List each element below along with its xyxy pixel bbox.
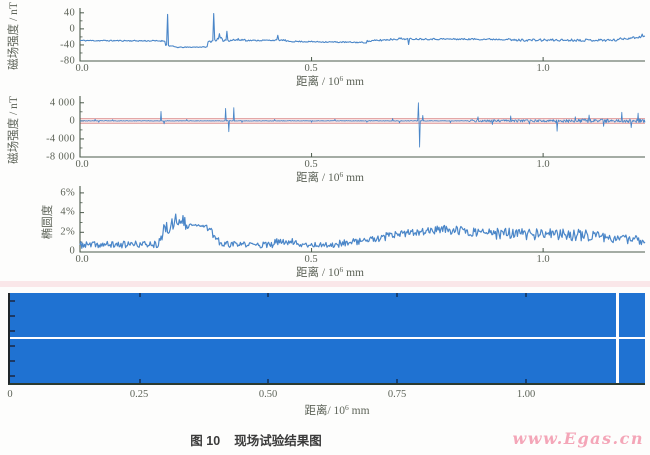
band-horizontal-white-line [10,337,645,339]
waterfall-heatmap-band [8,293,645,385]
band-edge-tick [267,379,269,383]
chart1-ytick-40: 40 [63,7,75,19]
band-edge-tick [525,379,527,383]
chart2-ytick-0: 0 [69,115,75,127]
band-xtick-050: 0.50 [258,389,278,400]
chart1-y-axis-label: 磁场强度 / nT [8,2,20,70]
band-left-tick [10,360,15,362]
chart3-xtick-10: 1.0 [536,254,550,265]
chart1-xlabel-text: 距离 / 10 [296,76,340,88]
scan-artifact-strip [0,281,650,287]
chart2-xlabel-text: 距离 / 10 [296,172,340,184]
chart2-ytick-4000: 4 000 [49,97,75,109]
band-xtick-075: 0.75 [387,389,407,400]
chart3-ytick-2: 2% [60,226,75,238]
chart1-xtick-0: 0.0 [75,63,89,74]
chart3-xlabel-text: 距离 / 10 [296,267,340,279]
chart3-xtick-0: 0.0 [75,254,89,265]
chart3-xtick-05: 0.5 [304,254,318,265]
chart1-ytick-0: 0 [69,23,75,35]
chart3-ytick-6: 6% [60,187,75,199]
band-edge-tick [267,293,269,297]
figure-title: 现场试验结果图 [234,434,322,448]
band-left-tick [10,345,15,347]
chart3-xlabel-exponent: 6 [339,265,344,274]
band-vertical-white-line [616,293,619,383]
band-edge-tick [139,293,141,297]
chart3-xlabel-unit: mm [343,267,364,279]
band-xlabel-unit: mm [348,405,370,417]
band-left-tick [10,375,15,377]
band-xlabel-exponent: 6 [345,403,349,412]
figure-caption: 图 10 现场试验结果图 [190,430,321,449]
watermark-egas: www.Egas.cn [512,429,644,448]
chart2-xtick-10: 1.0 [536,159,550,170]
chart1-ytick-n40: -40 [60,39,75,51]
chart1-ytick-n80: -80 [60,55,75,67]
chart1-xtick-10: 1.0 [536,63,550,74]
chart1-x-axis-label: 距离 / 106 mm [296,73,364,89]
chart2-xlabel-unit: mm [343,172,364,184]
band-left-tick [10,330,15,332]
band-x-axis-label: 距离/ 106 mm [304,402,369,418]
band-xtick-025: 0.25 [129,389,149,400]
chart2-y-axis-label: 磁场强度 / nT [8,96,20,164]
band-edge-tick [525,293,527,297]
chart2-ytick-n4000: -4 000 [46,133,75,145]
band-xlabel-text: 距离/ 10 [304,405,346,417]
chart2-ytick-n8000: -8 000 [46,151,75,163]
chart1-xtick-05: 0.5 [304,63,318,74]
chart3-x-axis-label: 距离 / 106 mm [296,264,364,280]
chart3-ytick-0: 0 [69,245,75,257]
figure-number: 图 10 [190,434,221,448]
chart2-xtick-05: 0.5 [304,159,318,170]
chart1-xlabel-exponent: 6 [339,74,344,83]
band-left-tick [10,315,15,317]
chart2-x-axis-label: 距离 / 106 mm [296,169,364,185]
chart1-xlabel-unit: mm [343,76,364,88]
band-xtick-0: 0 [7,389,13,400]
chart2-xtick-0: 0.0 [75,159,89,170]
chart2-xlabel-exponent: 6 [339,170,344,179]
chart3-ytick-4: 4% [60,206,75,218]
band-edge-tick [396,293,398,297]
band-edge-tick [396,379,398,383]
band-left-tick [10,300,15,302]
chart3-y-axis-label: 椭圆度 [42,204,54,240]
band-edge-tick [139,379,141,383]
band-xtick-100: 1.00 [516,389,536,400]
